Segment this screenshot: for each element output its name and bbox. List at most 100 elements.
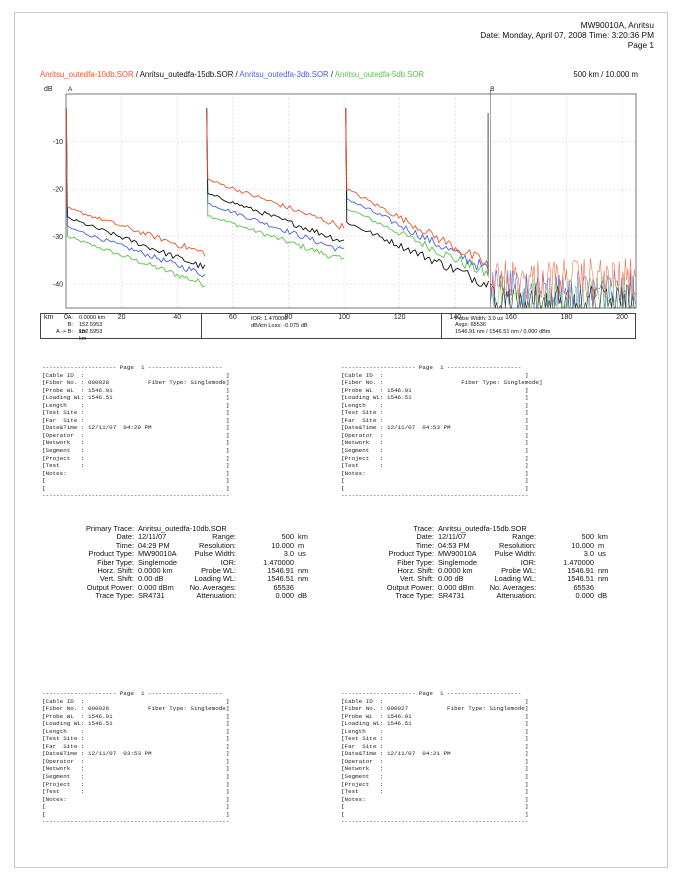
- x-tick-label: 200: [616, 314, 628, 320]
- summary-field-label: Trace Type:: [95, 591, 134, 601]
- trace-noise: [490, 270, 636, 309]
- trace-summary-primary: Primary Trace: Anritsu_outedfa-10db.SOR Da…: [40, 524, 330, 601]
- summary-field-value: SR4731: [438, 591, 465, 601]
- x-tick-label: 160: [505, 314, 517, 320]
- marker-a-label: A: [68, 86, 73, 93]
- summary-field-label: Product Type:: [88, 549, 134, 559]
- summary-param-unit: nm: [598, 574, 609, 584]
- summary-param-label: Range:: [512, 532, 536, 542]
- summary-param-unit: nm: [298, 574, 309, 584]
- header-page: Page 1: [627, 40, 654, 50]
- text-panel-4: --------------------- Page 1 -----------…: [341, 690, 529, 826]
- scale-readout: 500 km / 10.000 m: [573, 70, 638, 79]
- summary-param-unit: us: [298, 549, 306, 559]
- x-tick-label: 100: [338, 314, 350, 320]
- legend-file-2: Anritsu_outedfa-15db.SOR: [139, 70, 234, 79]
- summary-param-label: IOR:: [220, 557, 236, 567]
- y-tick-label: -40: [53, 282, 63, 289]
- summary-field-label: Date:: [416, 532, 434, 542]
- summary-field-value: MW90010A: [138, 549, 177, 559]
- summary-param-value: 1546.91: [267, 565, 294, 575]
- marker-a-value: 0.0000 km: [79, 315, 106, 321]
- summary-field-label: Time:: [115, 540, 134, 550]
- legend-file-4: Anritsu_outedfa-5db.SOR: [334, 70, 425, 79]
- summary-param-label: Loading WL:: [194, 574, 237, 584]
- marker-b-label: B:: [67, 322, 73, 328]
- trace-line: [65, 108, 490, 288]
- summary-param-value: 0.000: [575, 591, 595, 601]
- summary-param-label: Probe WL:: [201, 565, 236, 575]
- trace-filename: Anritsu_outedfa-10db.SOR: [138, 524, 227, 533]
- x-tick-label: 120: [394, 314, 406, 320]
- trace-filename: Anritsu_outedfa-15db.SOR: [438, 524, 527, 533]
- summary-param-value: 1546.51: [567, 574, 594, 584]
- marker-info-box: A: 0.0000 km B: 152.5953 km A -> B: 152.…: [40, 313, 636, 342]
- trace-noise: [490, 284, 636, 309]
- ior-value: IOR: 1.470000: [251, 316, 288, 322]
- summary-param-unit: km: [298, 532, 308, 542]
- trace-noise: [490, 258, 636, 300]
- summary-param-value: 3.0: [583, 549, 594, 559]
- summary-param-label: IOR:: [520, 557, 536, 567]
- summary-field-value: 0.000 dBm: [438, 582, 474, 592]
- summary-field-label: Vert. Shift:: [399, 574, 434, 584]
- marker-distance-block: A: 0.0000 km B: 152.5953 km A -> B: 152.…: [41, 314, 107, 342]
- x-tick-label: 40: [173, 314, 181, 320]
- marker-ab-value: 152.5953 km: [79, 329, 103, 342]
- summary-field-value: SR4731: [138, 591, 165, 601]
- summary-param-value: 10.000: [271, 540, 294, 550]
- summary-param-value: 1546.91: [567, 565, 594, 575]
- x-tick-label: 60: [229, 314, 237, 320]
- legend-separator: /: [328, 70, 335, 79]
- summary-param-label: Probe WL:: [501, 565, 536, 575]
- summary-field-value: Singlemode: [438, 557, 478, 567]
- loss-value: dB/km Loss: -0.075 dB: [251, 323, 308, 329]
- summary-field-label: Trace Type:: [395, 591, 434, 601]
- text-panel-2: --------------------- Page 1 -----------…: [341, 364, 543, 500]
- y-axis-label: dB: [44, 86, 53, 93]
- y-tick-label: -30: [53, 234, 63, 241]
- summary-field-label: Fiber Type:: [397, 557, 434, 567]
- summary-param-value: 3.0: [283, 549, 294, 559]
- averages-value: Avgs: 65536: [455, 322, 486, 328]
- x-axis-label: km: [44, 314, 54, 320]
- trace-line: [65, 108, 490, 267]
- trace-summary-secondary: Trace: Anritsu_outedfa-15db.SOR Date: 12/11…: [340, 524, 630, 601]
- trace-label: Trace:: [413, 524, 434, 533]
- x-tick-label: 20: [118, 314, 126, 320]
- summary-field-value: 12/11/07: [138, 532, 167, 542]
- summary-field-value: Singlemode: [138, 557, 178, 567]
- summary-param-unit: nm: [598, 565, 609, 575]
- wavelength-value: 1546.91 nm / 1546.51 nm / 0.000 dBm: [455, 329, 551, 335]
- summary-field-value: 04:53 PM: [438, 540, 470, 550]
- summary-param-unit: nm: [298, 565, 309, 575]
- y-tick-label: -10: [53, 139, 63, 146]
- summary-param-unit: km: [598, 532, 608, 542]
- pulse-width-value: Pulse Width: 3.0 us: [455, 316, 504, 322]
- summary-field-label: Output Power:: [386, 582, 434, 592]
- summary-field-value: 12/11/07: [438, 532, 467, 542]
- x-tick-label: 0: [64, 314, 68, 320]
- summary-param-unit: m: [598, 540, 605, 550]
- summary-param-value: 1546.51: [267, 574, 294, 584]
- legend-separator: /: [133, 70, 140, 79]
- legend-separator: /: [233, 70, 240, 79]
- summary-field-label: Product Type:: [388, 549, 434, 559]
- trace-line: [65, 108, 490, 278]
- divider: [441, 314, 442, 338]
- legend-file-3: Anritsu_outedfa-3db.SOR: [239, 70, 329, 79]
- summary-param-unit: us: [598, 549, 606, 559]
- summary-param-value: 500: [581, 532, 594, 542]
- trace-label: Primary Trace:: [85, 524, 134, 533]
- report-header: MW90010A, Anritsu Date: Monday, April 07…: [480, 20, 654, 50]
- summary-field-value: 0.00 dB: [138, 574, 164, 584]
- trace-line: [65, 108, 490, 288]
- x-tick-label: 80: [285, 314, 293, 320]
- summary-field-value: MW90010A: [438, 549, 477, 559]
- marker-b-label: B: [490, 86, 494, 93]
- summary-param-value: 1.470000: [263, 557, 294, 567]
- summary-param-unit: dB: [298, 591, 308, 601]
- summary-field-value: 0.000 dBm: [138, 582, 174, 592]
- summary-field-value: 0.00 dB: [438, 574, 464, 584]
- summary-param-value: 65536: [273, 582, 294, 592]
